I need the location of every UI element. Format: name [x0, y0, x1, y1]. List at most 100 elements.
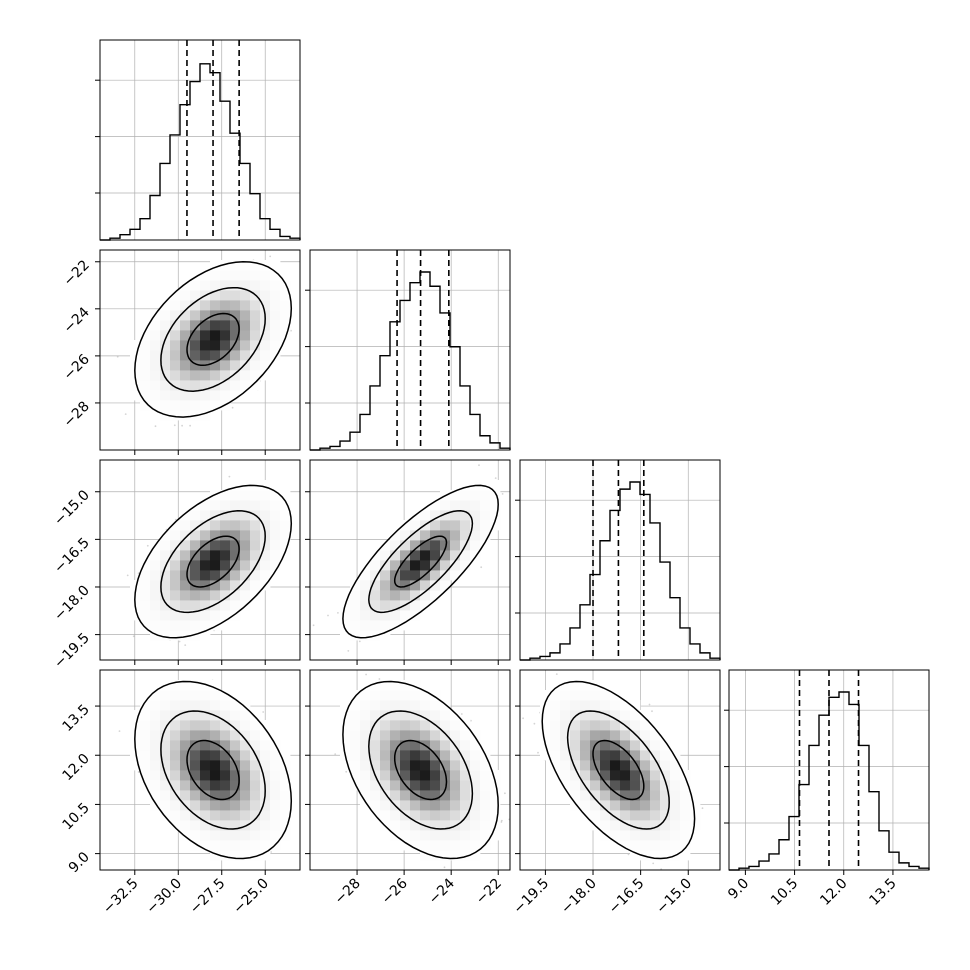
density-bin [460, 550, 471, 561]
density-bin [230, 360, 241, 371]
density-bin [220, 370, 231, 381]
density-bin [240, 590, 251, 601]
density-bin [350, 600, 361, 611]
density-bin [370, 570, 381, 581]
density-bin [280, 550, 291, 561]
density-panel-4-1: 9.010.512.013.5 [59, 669, 301, 876]
density-bin [210, 510, 221, 521]
density-bin [250, 360, 261, 371]
density-bin [240, 560, 251, 571]
density-bin [260, 510, 271, 521]
density-bin [130, 610, 141, 621]
density-bin [250, 590, 261, 601]
panel-frame [519, 459, 721, 661]
density-bin [150, 320, 161, 331]
density-bin [170, 550, 181, 561]
density-bin [390, 600, 401, 611]
density-bin [280, 320, 291, 331]
density-bin [190, 540, 201, 551]
density-bin [160, 570, 171, 581]
density-bin [270, 300, 281, 311]
density-bin [180, 330, 191, 341]
density-bin [150, 390, 161, 401]
density-bin [180, 340, 191, 351]
sample-point [137, 572, 140, 575]
density-bin [250, 260, 261, 271]
density-bin [270, 290, 281, 301]
density-bin [480, 490, 491, 501]
density-bin [440, 550, 451, 561]
density-bin [380, 610, 391, 621]
panel-frame [728, 669, 930, 871]
density-bin [420, 530, 431, 541]
density-bin [250, 380, 261, 391]
density-bin [180, 600, 191, 611]
density-bin [410, 550, 421, 561]
density-bin [440, 580, 451, 591]
density-bin [270, 350, 281, 361]
density-bin [380, 620, 391, 631]
density-bin [210, 540, 221, 551]
density-bin [240, 550, 251, 561]
density-bin [150, 560, 161, 571]
density-bin [270, 550, 281, 561]
density-bin [260, 490, 271, 501]
density-bin [230, 580, 241, 591]
sample-point [184, 644, 187, 646]
density-bin [190, 590, 201, 601]
density-bin [150, 550, 161, 561]
y-tick-label: −16.5 [51, 535, 93, 577]
density-bin [230, 350, 241, 361]
density-bin [200, 310, 211, 321]
density-bin [160, 540, 171, 551]
density-bin [430, 550, 441, 561]
density-bin [390, 580, 401, 591]
density-bin [450, 550, 461, 561]
sample-point [231, 406, 234, 409]
density-bin [170, 340, 181, 351]
density-bin [180, 520, 191, 531]
density-bin [390, 530, 401, 541]
sample-point [478, 464, 480, 467]
density-bin [270, 340, 281, 351]
density-bin [170, 560, 181, 571]
density-bin [430, 570, 441, 581]
density-bin [150, 410, 161, 421]
y-tick-label: −15.0 [51, 487, 93, 529]
density-bin [220, 590, 231, 601]
density-bin [240, 380, 251, 391]
density-bin [230, 570, 241, 581]
density-bin [440, 560, 451, 571]
density-bin [160, 600, 171, 611]
density-bin [280, 280, 291, 291]
density-bin [220, 300, 231, 311]
density-bin [470, 500, 481, 511]
density-bin [160, 310, 171, 321]
density-bin [140, 350, 151, 361]
density-bin [270, 480, 281, 491]
density-bin [220, 340, 231, 351]
density-bin [470, 510, 481, 521]
density-bin [260, 270, 271, 281]
density-bin [460, 530, 471, 541]
density-bin [420, 560, 431, 571]
density-bin [450, 510, 461, 521]
density-bin [220, 530, 231, 541]
density-bin [250, 300, 261, 311]
density-bin [250, 330, 261, 341]
density-bin [260, 500, 271, 511]
density-bin [160, 560, 171, 571]
density-bin [280, 290, 291, 301]
density-bin [280, 500, 291, 511]
density-bin [220, 580, 231, 591]
density-bin [220, 280, 231, 291]
density-bin [210, 360, 221, 371]
density-bin [230, 600, 241, 611]
density-bin [270, 570, 281, 581]
density-bin [150, 350, 161, 361]
density-bin [150, 590, 161, 601]
density-bin [210, 270, 221, 281]
density-bin [240, 310, 251, 321]
density-bin [200, 390, 211, 401]
density-bin [460, 510, 471, 521]
